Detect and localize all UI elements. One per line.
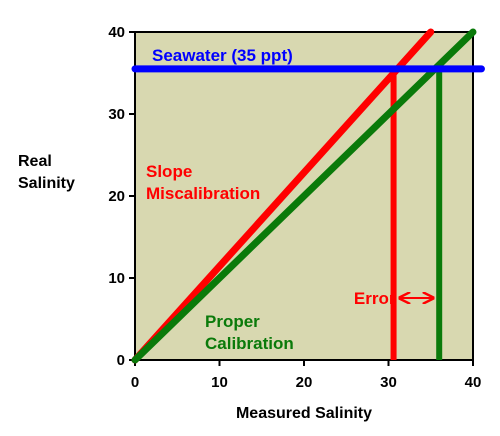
series-line-1 xyxy=(131,28,477,364)
y-tick-label: 20 xyxy=(108,188,125,205)
seawater-label: Seawater (35 ppt) xyxy=(152,46,293,65)
x-tick-label: 30 xyxy=(380,374,397,391)
axis-ticks: 0 10 20 30 40 0 10 20 30 40 xyxy=(108,24,481,391)
slope-label-line-1: Slope xyxy=(146,162,192,181)
y-axis-label-line-1: Real xyxy=(18,153,52,170)
y-tick-label: 0 xyxy=(117,352,125,369)
x-tick-label: 20 xyxy=(296,374,313,391)
proper-label-line-1: Proper xyxy=(205,312,260,331)
series-layer xyxy=(131,28,485,364)
series-line-0 xyxy=(131,28,435,364)
y-tick-label: 30 xyxy=(108,106,125,123)
error-label: Error xyxy=(354,289,396,308)
x-axis-label: Measured Salinity xyxy=(236,405,372,422)
x-tick-label: 40 xyxy=(465,374,482,391)
y-tick-label: 10 xyxy=(108,270,125,287)
y-tick-label: 40 xyxy=(108,24,125,41)
proper-label-line-2: Calibration xyxy=(205,334,294,353)
slope-label-line-2: Miscalibration xyxy=(146,184,260,203)
x-tick-label: 10 xyxy=(211,374,228,391)
x-tick-label: 0 xyxy=(131,374,139,391)
y-axis-label-line-2: Salinity xyxy=(18,175,75,192)
